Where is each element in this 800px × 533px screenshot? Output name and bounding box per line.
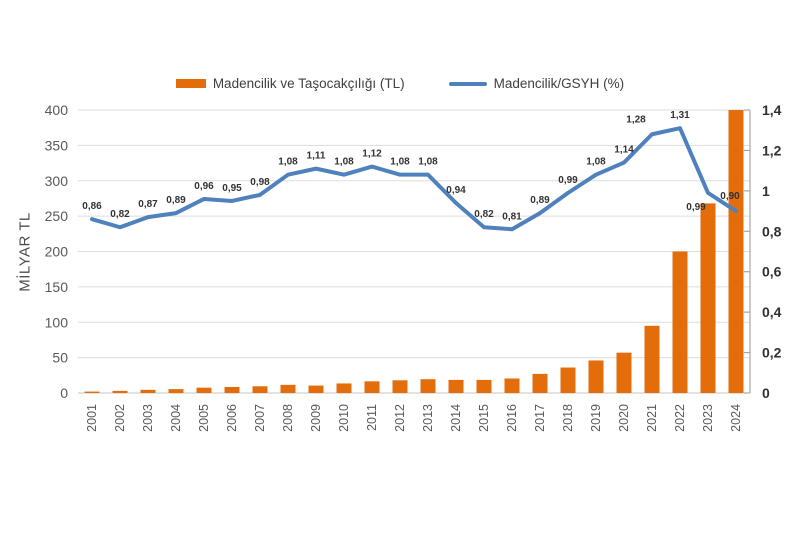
x-axis-label-2018: 2018 (561, 404, 575, 432)
chart-legend: Madencilik ve Taşocakçılığı (TL) Madenci… (0, 76, 800, 91)
line-series-swatch-icon (448, 81, 487, 86)
left-axis-tick-label: 150 (45, 279, 69, 295)
x-axis-label-2008: 2008 (281, 404, 295, 432)
bar-2020 (616, 352, 632, 393)
bar-2024 (728, 110, 744, 393)
bar-2006 (224, 386, 240, 393)
bar-2022 (672, 251, 688, 393)
right-axis-tick-label: 1,2 (762, 142, 782, 158)
point-label-2020: 1,14 (614, 145, 634, 156)
bar-2003 (140, 389, 156, 393)
bar-series-label: Madencilik ve Taşocakçılığı (TL) (212, 76, 405, 91)
left-axis-tick-label: 200 (45, 244, 69, 260)
x-axis-label-2007: 2007 (253, 404, 267, 432)
point-label-2013: 1,08 (418, 157, 438, 168)
point-label-2003: 0,87 (138, 199, 158, 210)
bar-2001 (84, 391, 100, 393)
point-label-2011: 1,12 (362, 149, 382, 160)
point-label-2015: 0,82 (474, 209, 494, 220)
x-axis-label-2014: 2014 (449, 404, 463, 432)
right-axis-tick-label: 0,8 (762, 223, 782, 239)
line-series (90, 126, 738, 232)
line-series-label: Madencilik/GSYH (%) (493, 76, 625, 91)
x-axis-label-2011: 2011 (365, 404, 379, 431)
x-axis-label-2016: 2016 (505, 404, 519, 432)
x-axis-label-2021: 2021 (645, 404, 659, 432)
bar-2023 (700, 203, 716, 393)
point-label-2009: 1,11 (307, 151, 326, 162)
point-label-2005: 0,96 (194, 181, 214, 192)
bar-2005 (196, 387, 212, 393)
legend-item-line-series: Madencilik/GSYH (%) (448, 76, 625, 91)
x-axis-label-2024: 2024 (729, 404, 743, 432)
point-label-2012: 1,08 (390, 157, 410, 168)
bar-2012 (392, 380, 408, 393)
x-axis-label-2001: 2001 (85, 404, 99, 432)
bar-2010 (336, 383, 352, 393)
x-axis-label-2005: 2005 (197, 404, 211, 432)
x-axis-label-2010: 2010 (337, 404, 351, 432)
x-axis-label-2017: 2017 (533, 404, 547, 432)
point-label-2014: 0,94 (446, 185, 466, 196)
left-axis-tick-label: 300 (45, 173, 69, 189)
right-axis-tick-label: 1,4 (762, 102, 782, 118)
bar-2016 (504, 378, 520, 393)
bar-2017 (532, 373, 548, 393)
point-label-2017: 0,89 (530, 195, 550, 206)
bar-2019 (588, 360, 604, 393)
legend-item-bar-series: Madencilik ve Taşocakçılığı (TL) (175, 76, 405, 91)
point-label-2002: 0,82 (110, 209, 130, 220)
point-label-2010: 1,08 (334, 157, 354, 168)
x-axis-label-2015: 2015 (477, 404, 491, 432)
bar-2008 (280, 384, 296, 393)
bar-series-swatch-icon (175, 79, 206, 88)
x-axis-label-2002: 2002 (113, 404, 127, 432)
bar-2013 (420, 379, 436, 393)
point-label-2021: 1,28 (626, 114, 646, 125)
bar-2007 (252, 386, 268, 393)
bar-2014 (448, 379, 464, 393)
point-label-2019: 1,08 (586, 157, 606, 168)
left-axis-tick-label: 50 (52, 350, 68, 366)
x-axis-label-2004: 2004 (169, 404, 183, 432)
point-label-2022: 1,31 (670, 110, 690, 121)
left-axis-tick-label: 400 (45, 102, 69, 118)
point-label-2001: 0,86 (82, 201, 102, 212)
left-axis-tick-label: 350 (45, 137, 69, 153)
point-label-2004: 0,89 (166, 195, 186, 206)
point-label-2016: 0,81 (502, 211, 522, 222)
right-axis-tick-label: 0,6 (762, 264, 782, 280)
right-axis-tick-label: 0 (762, 385, 770, 401)
right-axis-tick-label: 1 (762, 183, 770, 199)
bar-2011 (364, 381, 380, 393)
right-axis-tick-label: 0,2 (762, 345, 782, 361)
x-axis-label-2022: 2022 (673, 404, 687, 432)
x-axis-label-2009: 2009 (309, 404, 323, 432)
x-axis-label-2020: 2020 (617, 404, 631, 432)
x-axis-label-2019: 2019 (589, 404, 603, 432)
bar-2004 (168, 389, 184, 393)
left-axis-tick-label: 0 (60, 385, 68, 401)
x-axis-label-2023: 2023 (701, 404, 715, 432)
x-axis-label-2013: 2013 (421, 404, 435, 432)
bar-2021 (644, 325, 660, 393)
point-label-2007: 0,98 (250, 177, 270, 188)
bar-2002 (112, 390, 128, 393)
x-axis-label-2003: 2003 (141, 404, 155, 432)
point-label-2006: 0,95 (222, 183, 242, 194)
point-label-2008: 1,08 (278, 157, 298, 168)
x-axis-label-2012: 2012 (393, 404, 407, 432)
point-label-2024: 0,90 (720, 191, 740, 202)
left-axis-tick-label: 100 (45, 314, 69, 330)
point-label-2018: 0,99 (558, 175, 578, 186)
x-axis-label-2006: 2006 (225, 404, 239, 432)
bar-2015 (476, 379, 492, 393)
right-axis-tick-label: 0,4 (762, 304, 782, 320)
left-axis-tick-label: 250 (45, 208, 69, 224)
bar-2018 (560, 367, 576, 393)
bar-2009 (308, 385, 324, 393)
point-label-2023: 0,99 (686, 202, 706, 213)
